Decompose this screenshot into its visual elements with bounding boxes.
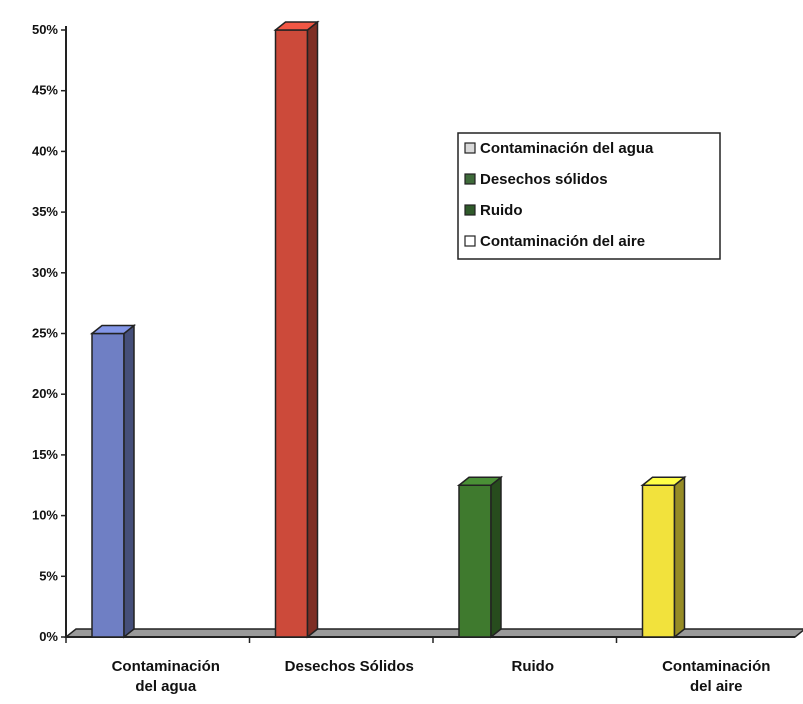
bar <box>89 323 137 639</box>
bar <box>640 475 687 639</box>
x-category-label: Contaminación del aire <box>662 658 770 695</box>
legend: Contaminación del agua Desechos sólidos Ru… <box>457 132 721 260</box>
bar-front-face <box>458 484 492 638</box>
legend-swatch <box>464 235 476 247</box>
bar <box>456 475 504 639</box>
x-category-label: Ruido <box>512 658 555 675</box>
bar-side-face <box>306 20 319 639</box>
y-tick-label: 50% <box>32 22 58 37</box>
category-labels: Contaminación del agua Desechos Sólidos Rui… <box>65 637 770 695</box>
bar-front-face <box>641 484 676 638</box>
legend-entry-label: Contaminación del agua <box>480 140 654 157</box>
y-tick-label: 20% <box>32 386 58 401</box>
bar-front-face <box>91 332 125 638</box>
legend-swatch <box>464 142 476 154</box>
y-tick-label: 5% <box>39 568 58 583</box>
bars <box>89 20 687 639</box>
bar-top-face <box>273 21 320 31</box>
legend-entry-label: Contaminación del aire <box>480 233 645 250</box>
legend-swatch <box>464 173 476 185</box>
chart-floor <box>63 628 803 638</box>
y-tick-label: 25% <box>32 326 58 341</box>
floor-top-face <box>63 628 803 638</box>
bar-side-face <box>123 323 135 639</box>
bar-top-face <box>456 476 504 486</box>
bar-top-face <box>89 324 137 335</box>
legend-box <box>457 132 721 260</box>
y-axis: 0% 5% 10% 15% 20% 25% 30% 35% 40% 45% 50% <box>32 22 67 644</box>
bar-front-face <box>274 29 309 638</box>
y-tick-label: 30% <box>32 265 58 280</box>
bar-top-face <box>640 476 687 486</box>
legend-swatch <box>464 204 476 216</box>
x-category-label: Contaminación del agua <box>112 658 220 695</box>
legend-entry-label: Desechos sólidos <box>480 171 608 188</box>
y-tick-label: 10% <box>32 508 58 523</box>
bar-side-face <box>490 475 502 639</box>
x-category-label: Desechos Sólidos <box>285 658 414 675</box>
y-tick-label: 35% <box>32 204 58 219</box>
y-tick-label: 0% <box>39 629 58 644</box>
bar <box>273 20 320 639</box>
y-tick-label: 40% <box>32 143 58 158</box>
legend-entry-label: Ruido <box>480 202 523 219</box>
y-tick-label: 45% <box>32 83 58 98</box>
y-tick-label: 15% <box>32 447 58 462</box>
bar-side-face <box>673 475 686 639</box>
